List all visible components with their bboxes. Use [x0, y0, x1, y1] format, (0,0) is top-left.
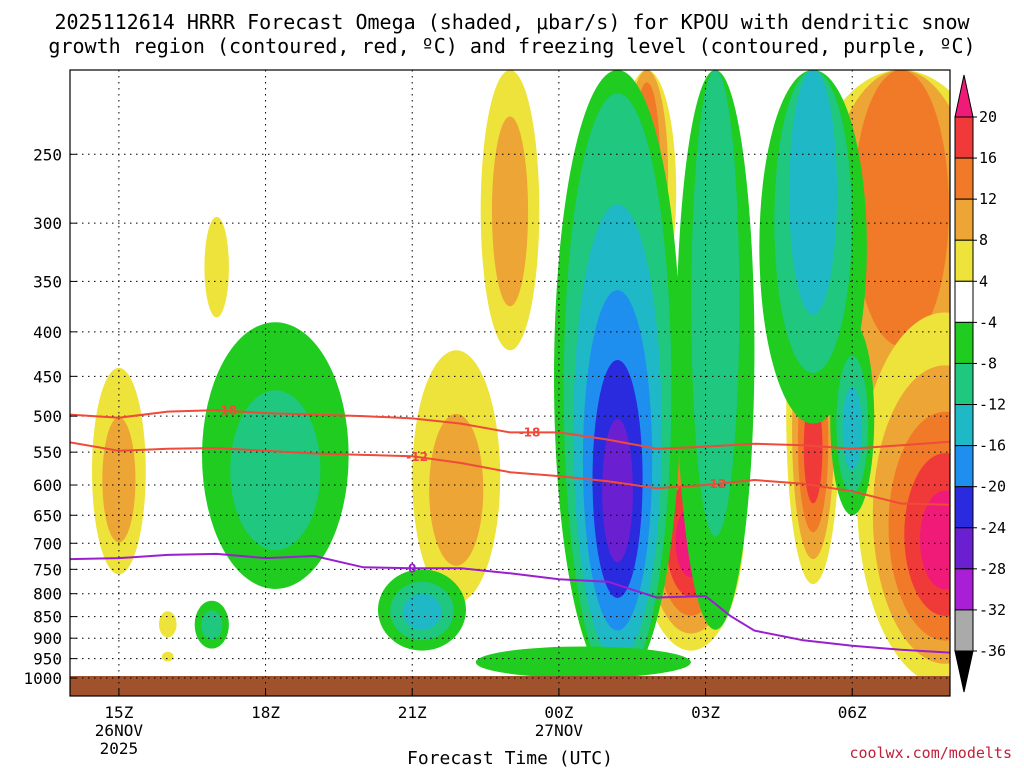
y-tick-label-350: 350: [33, 272, 62, 291]
freezing-level-contour-label-0: 0: [408, 561, 416, 575]
chart-title-line2: growth region (contoured, red, ºC) and f…: [48, 34, 975, 58]
colorbar-label--8: -8: [979, 354, 997, 372]
x-tick-year-15Z: 2025: [100, 739, 139, 758]
omega-negative-blob-6-level--12: [842, 386, 862, 471]
omega-negative-blob-4-level--8: [691, 70, 740, 537]
colorbar-bottom-arrow: [954, 650, 974, 693]
terrain-ground: [70, 676, 950, 696]
colorbar-label--4: -4: [979, 313, 997, 331]
colorbar-segment-4: [954, 280, 974, 323]
dgz-contour-minus12-label-0: -12: [406, 450, 428, 464]
omega-positive-blob-10-level-20: [919, 490, 950, 590]
colorbar-segment-6: [954, 362, 974, 406]
colorbar: 20 16 12 8 4 -4 -8 -12 -16 -20 -24 -28 -32 -36: [954, 74, 1006, 693]
y-tick-label-950: 950: [33, 650, 62, 669]
omega-positive-blob-2-level-4: [158, 611, 177, 638]
x-tick-label-00Z: 00Z: [544, 703, 573, 722]
y-tick-label-400: 400: [33, 323, 62, 342]
colorbar-label--20: -20: [979, 478, 1006, 496]
colorbar-segment-7: [954, 404, 974, 447]
y-tick-label-550: 550: [33, 443, 62, 462]
colorbar-segment-9: [954, 486, 974, 529]
colorbar-segment-11: [954, 568, 974, 611]
credit-text: coolwx.com/modelts: [849, 744, 1012, 762]
chart-title-line1: 2025112614 HRRR Forecast Omega (shaded, …: [54, 10, 970, 34]
dgz-contour-minus12-label-1: -12: [704, 477, 726, 491]
colorbar-label--24: -24: [979, 519, 1006, 537]
omega-negative-blob-2-level--12: [402, 593, 442, 630]
colorbar-label-16: 16: [979, 149, 997, 167]
colorbar-segment-10: [954, 527, 974, 570]
omega-negative-blob-3-level--24: [602, 418, 633, 563]
omega-positive-blob-1-level-4: [204, 216, 229, 318]
x-axis-title: Forecast Time (UTC): [407, 748, 613, 768]
y-tick-label-750: 750: [33, 560, 62, 579]
y-tick-label-600: 600: [33, 476, 62, 495]
y-tick-label-650: 650: [33, 506, 62, 525]
grid-lines: [70, 70, 950, 696]
colorbar-label--36: -36: [979, 642, 1006, 660]
dgz-contour-minus12-line: [70, 441, 950, 506]
colorbar-label-20: 20: [979, 108, 997, 126]
omega-positive-blob-9-level-12: [853, 70, 949, 347]
colorbar-top-arrow: [954, 74, 974, 118]
colorbar-label-4: 4: [979, 272, 988, 290]
colorbar-segment-5: [954, 321, 974, 364]
x-tick-date-15Z: 26NOV: [95, 721, 144, 740]
x-tick-label-06Z: 06Z: [838, 703, 867, 722]
x-tick-label-03Z: 03Z: [691, 703, 720, 722]
colorbar-segment-8: [954, 445, 974, 488]
temperature-contours: -18 -18 -12 -12 0: [70, 404, 950, 654]
colorbar-segment-2: [954, 198, 974, 241]
colorbar-label-12: 12: [979, 190, 997, 208]
dgz-contour-minus18-label-0: -18: [216, 404, 238, 418]
omega-shading: [92, 70, 950, 686]
plot-area: -18 -18 -12 -12 0 250 300 350 400 450 500 550 600 65…: [23, 69, 951, 758]
x-tick-label-21Z: 21Z: [398, 703, 427, 722]
y-tick-label-850: 850: [33, 608, 62, 627]
dgz-contour-minus18-line: [70, 409, 950, 450]
colorbar-segment-12: [954, 609, 974, 652]
y-tick-label-450: 450: [33, 367, 62, 386]
colorbar-label--32: -32: [979, 601, 1006, 619]
colorbar-label--16: -16: [979, 437, 1006, 455]
colorbar-segment-0: [954, 116, 974, 159]
y-tick-label-800: 800: [33, 585, 62, 604]
x-tick-label-15Z: 15Z: [104, 703, 133, 722]
colorbar-segment-1: [954, 157, 974, 200]
omega-positive-blob-5-level-8: [491, 116, 529, 307]
x-tick-label-18Z: 18Z: [251, 703, 280, 722]
colorbar-label-8: 8: [979, 231, 988, 249]
y-tick-label-500: 500: [33, 407, 62, 426]
colorbar-segment-3: [954, 239, 974, 282]
y-tick-label-250: 250: [33, 145, 62, 164]
omega-negative-blob-5-level--12: [789, 70, 838, 315]
x-tick-date-00Z: 27NOV: [535, 721, 584, 740]
omega-positive-blob-3-level-4: [161, 651, 174, 662]
colorbar-label--12: -12: [979, 396, 1006, 414]
dgz-contour-minus18-label-1: -18: [519, 425, 541, 439]
colorbar-label--28: -28: [979, 560, 1006, 578]
plot-frame: [69, 69, 951, 697]
y-tick-label-900: 900: [33, 629, 62, 648]
y-tick-label-300: 300: [33, 214, 62, 233]
omega-negative-blob-0-level--8: [230, 390, 321, 551]
freezing-level-contour-line: [70, 552, 950, 654]
y-tick-label-700: 700: [33, 534, 62, 553]
y-axis-ticks: 250 300 350 400 450 500 550 600 650 700 750 800 850 9…: [23, 145, 77, 688]
y-tick-label-1000: 1000: [23, 669, 62, 688]
omega-negative-blob-7-level--4: [475, 646, 691, 678]
omega-negative-blob-1-level--8: [201, 610, 223, 640]
